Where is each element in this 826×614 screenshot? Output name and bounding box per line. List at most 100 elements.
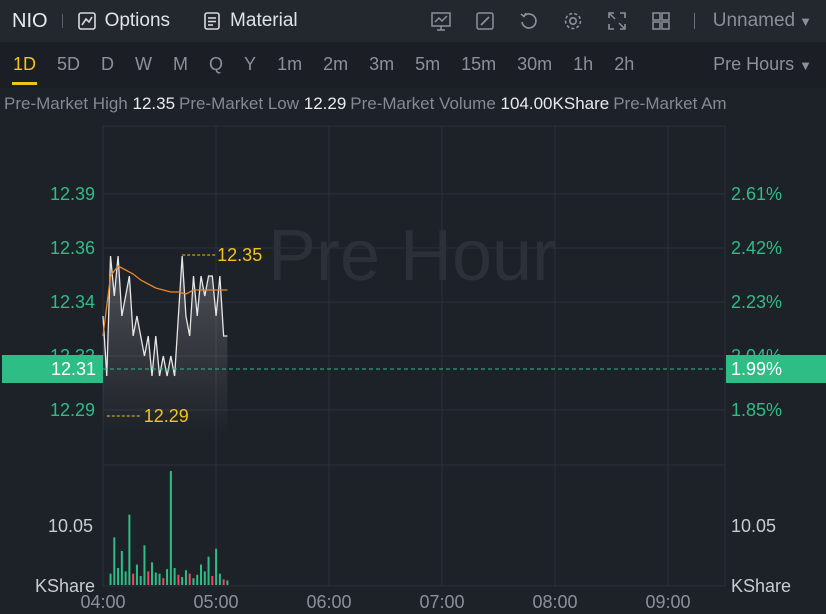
price-chart[interactable]: Pre Hour12.3912.3612.3412.3212.292.61%2.…	[0, 120, 826, 614]
volume-bar	[173, 567, 176, 585]
volume-unit-right: KShare	[731, 576, 791, 596]
y-tick-left: 12.34	[50, 292, 95, 312]
period-tab-w[interactable]: W	[135, 54, 153, 74]
volume-axis-right: 10.05	[731, 516, 776, 536]
options-chart-icon	[77, 12, 96, 30]
x-tick: 08:00	[532, 592, 577, 612]
volume-bar	[158, 573, 161, 585]
current-pct-value: 1.99%	[731, 359, 782, 379]
period-tab-q[interactable]: Q	[209, 54, 224, 74]
period-tab-5d[interactable]: 5D	[57, 54, 81, 74]
layout-name: Unnamed	[712, 10, 796, 31]
volume-bar	[154, 572, 157, 585]
low-marker-label: 12.29	[144, 406, 189, 426]
volume-bar	[203, 571, 206, 585]
watermark: Pre Hour	[268, 216, 556, 296]
y-tick-right: 2.23%	[731, 292, 782, 312]
volume-bar	[218, 573, 221, 585]
volume-bar	[222, 579, 225, 585]
options-label: Options	[104, 10, 171, 31]
volume-bar	[184, 570, 187, 585]
session-label: Pre Hours	[713, 54, 795, 74]
volume-bar	[211, 575, 214, 585]
material-label: Material	[230, 10, 298, 31]
period-tab-1h[interactable]: 1h	[573, 54, 594, 74]
draw-icon[interactable]	[474, 10, 496, 32]
x-tick: 05:00	[193, 592, 238, 612]
current-price-value: 12.31	[51, 359, 96, 379]
volume-bar	[109, 573, 112, 585]
volume-bar	[124, 571, 127, 585]
caret-down-icon: ▼	[799, 13, 812, 29]
top-toolbar: NIO Options Material	[0, 0, 826, 42]
volume-bar	[200, 564, 203, 585]
period-tab-5m[interactable]: 5m	[415, 54, 441, 74]
volume-bar	[117, 567, 120, 585]
period-tab-15m[interactable]: 15m	[461, 54, 497, 74]
volume-axis-left: 10.05	[48, 516, 93, 536]
period-tab-m[interactable]: M	[173, 54, 189, 74]
period-tab-3m[interactable]: 3m	[369, 54, 395, 74]
volume-bar	[128, 514, 131, 585]
y-tick-left: 12.39	[50, 184, 95, 204]
x-tick: 07:00	[419, 592, 464, 612]
settings-icon[interactable]	[562, 10, 584, 32]
volume-bar	[151, 562, 154, 585]
document-icon	[204, 12, 220, 30]
current-pct-tag	[726, 355, 826, 383]
stat-label: Pre-Market High	[4, 94, 133, 113]
volume-bar	[113, 537, 116, 585]
y-tick-right: 1.85%	[731, 400, 782, 420]
volume-bar	[226, 580, 229, 585]
indicator-icon[interactable]	[430, 10, 452, 32]
volume-bar	[120, 550, 123, 585]
period-tab-30m[interactable]: 30m	[517, 54, 553, 74]
chart-tools: Unnamed ▼	[430, 0, 826, 42]
volume-bar	[181, 577, 184, 585]
volume-bar	[177, 574, 180, 585]
x-tick: 04:00	[80, 592, 125, 612]
toolbar-divider	[61, 14, 63, 28]
material-button[interactable]: Material	[202, 10, 298, 32]
volume-bar	[207, 556, 210, 585]
period-tab-2h[interactable]: 2h	[614, 54, 635, 74]
volume-bar	[135, 564, 138, 585]
x-tick: 09:00	[645, 592, 690, 612]
period-tab-2m[interactable]: 2m	[323, 54, 349, 74]
average-series-line	[102, 265, 228, 337]
y-tick-left: 12.36	[50, 238, 95, 258]
stat-label: Pre-Market Volume	[350, 94, 501, 113]
period-bar: 1D 5D D W M Q Y 1m 2m 3m 5m 15m 30m 1h 2h Pre Hours ▼	[0, 42, 826, 88]
volume-bar	[139, 575, 142, 585]
ticker-symbol[interactable]: NIO	[12, 9, 48, 32]
layout-selector[interactable]: Unnamed ▼	[713, 10, 812, 32]
tools-divider	[693, 13, 695, 29]
current-price-tag	[2, 355, 103, 383]
period-tab-y[interactable]: Y	[244, 54, 257, 74]
period-tab-d[interactable]: D	[101, 54, 115, 74]
layout-grid-icon[interactable]	[650, 10, 672, 32]
price-area	[103, 256, 228, 436]
stat-label: Pre-Market Am	[613, 94, 727, 113]
x-tick: 06:00	[306, 592, 351, 612]
period-tab-1m[interactable]: 1m	[277, 54, 303, 74]
y-tick-right: 2.42%	[731, 238, 782, 258]
period-list: 1D 5D D W M Q Y 1m 2m 3m 5m 15m 30m 1h 2h	[8, 42, 639, 88]
price-series-line	[102, 255, 228, 377]
volume-bar	[162, 578, 165, 585]
volume-bar	[215, 548, 218, 585]
options-button[interactable]: Options	[77, 10, 170, 32]
y-tick-left: 12.29	[50, 400, 95, 420]
volume-bar	[169, 471, 172, 585]
period-tab-1d[interactable]: 1D	[8, 42, 41, 88]
session-selector[interactable]: Pre Hours ▼	[713, 42, 812, 88]
caret-down-icon: ▼	[799, 58, 812, 73]
volume-bar	[143, 545, 146, 585]
stat-value: 104.00KShare	[500, 94, 610, 113]
volume-bar	[196, 574, 199, 585]
volume-bar	[147, 571, 150, 585]
reset-icon[interactable]	[518, 10, 540, 32]
stat-value: 12.35	[132, 94, 176, 113]
fullscreen-icon[interactable]	[606, 10, 628, 32]
stat-value: 12.29	[303, 94, 347, 113]
